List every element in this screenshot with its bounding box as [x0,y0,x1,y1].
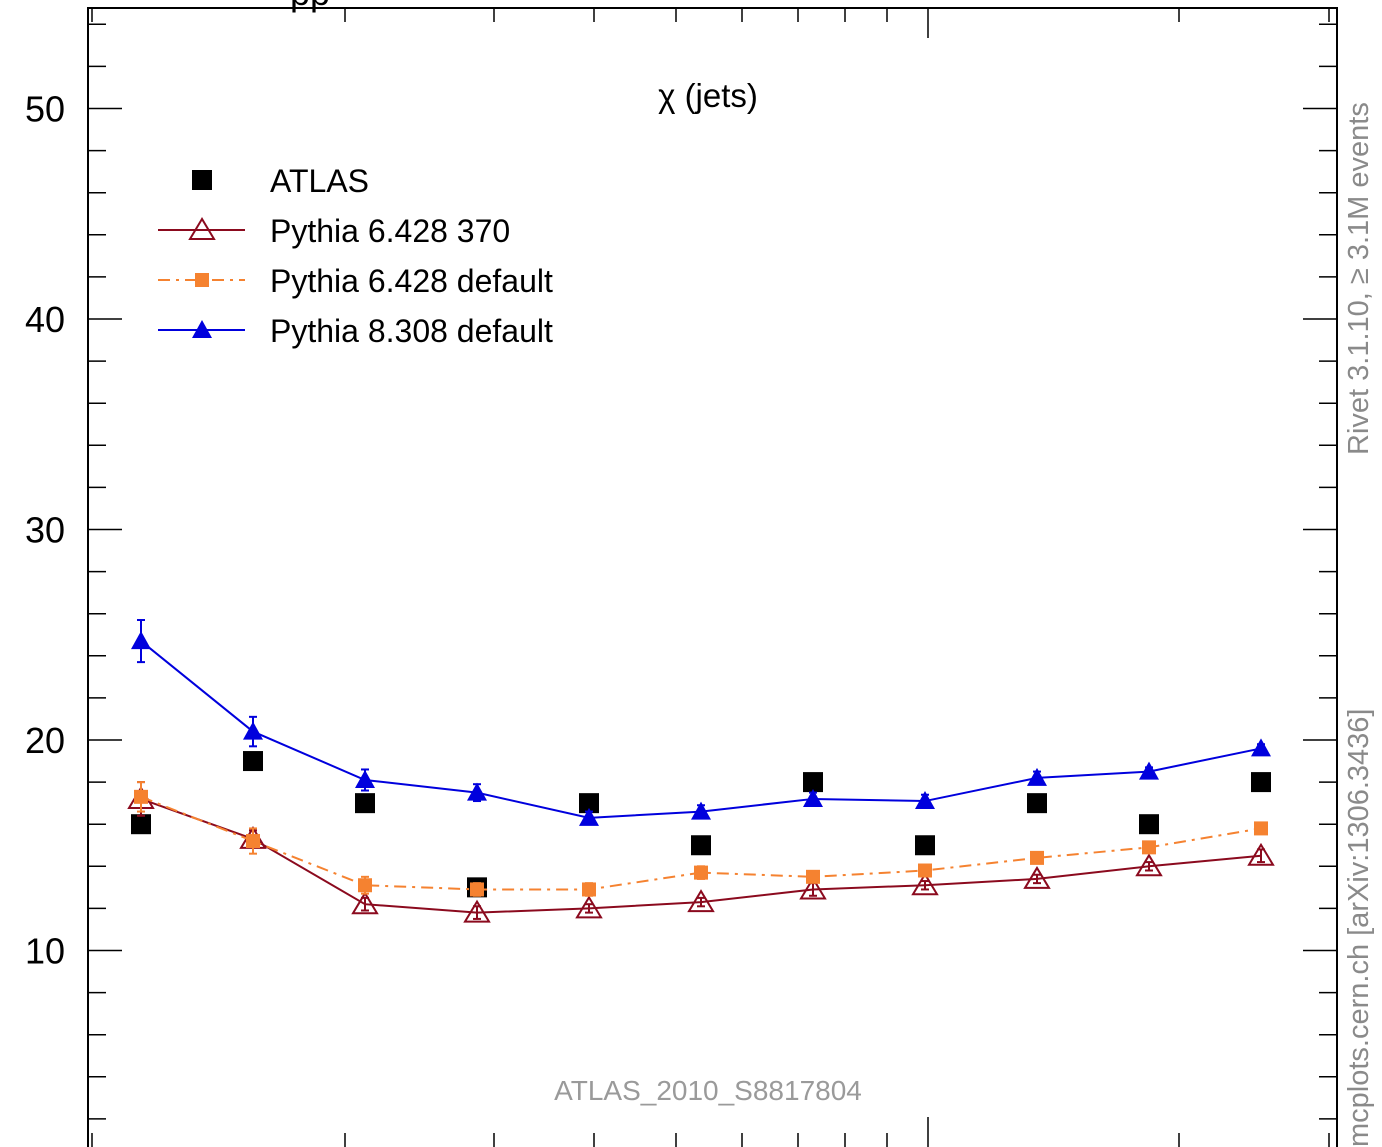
series-3 [131,619,1271,826]
data-point [579,793,599,814]
legend-marker [195,273,209,287]
data-point [1251,738,1271,757]
data-point [1139,814,1159,835]
data-point [1139,761,1159,780]
data-point [799,876,827,900]
y-tick-label: 30 [25,510,65,551]
analysis-watermark: ATLAS_2010_S8817804 [554,1075,862,1106]
data-point [246,834,260,849]
data-point [134,789,148,804]
data-point [911,872,939,896]
mcplots-label: mcplots.cern.ch [arXiv:1306.3436] [1343,708,1375,1147]
data-point [691,801,711,820]
data-point [1135,853,1163,877]
data-point [694,865,708,880]
data-point [691,835,711,856]
legend-label: Pythia 8.308 default [270,313,553,349]
data-point [355,793,375,814]
legend-label: Pythia 6.428 370 [270,213,510,249]
data-point [915,835,935,856]
y-tick-label: 50 [25,89,65,130]
y-tick-label: 10 [25,931,65,972]
data-point [467,782,487,801]
legend-label: Pythia 6.428 default [270,263,553,299]
top-title-partial: pp [290,0,330,13]
data-point [803,788,823,807]
data-point [1254,821,1268,836]
data-point [1023,865,1051,889]
chart-title: χ (jets) [658,77,758,114]
data-point [1247,842,1275,866]
data-point [1027,793,1047,814]
data-point [355,769,375,788]
legend-marker [192,170,212,190]
data-point [470,882,484,897]
data-point [358,878,372,893]
data-point [243,721,263,740]
data-point [575,895,603,919]
data-point [131,631,151,650]
data-point [918,863,932,878]
data-point [582,882,596,897]
y-tick-label: 20 [25,720,65,761]
data-point [806,869,820,884]
series-2 [134,781,1268,897]
data-point [687,889,715,913]
data-point [463,899,491,923]
data-point [915,791,935,810]
data-point [131,814,151,835]
data-point [243,751,263,772]
y-tick-label: 40 [25,299,65,340]
plot-frame [87,7,1338,1147]
data-point [579,807,599,826]
series-line [140,640,1262,819]
legend-label: ATLAS [270,163,369,199]
data-point [1251,772,1271,793]
data-point [1030,850,1044,865]
data-point [351,891,379,915]
legend-marker [188,217,216,240]
data-point [1142,840,1156,855]
data-point [803,772,823,793]
legend-marker [192,320,212,338]
rivet-label: Rivet 3.1.10, ≥ 3.1M events [1343,102,1375,455]
data-point [1027,767,1047,786]
